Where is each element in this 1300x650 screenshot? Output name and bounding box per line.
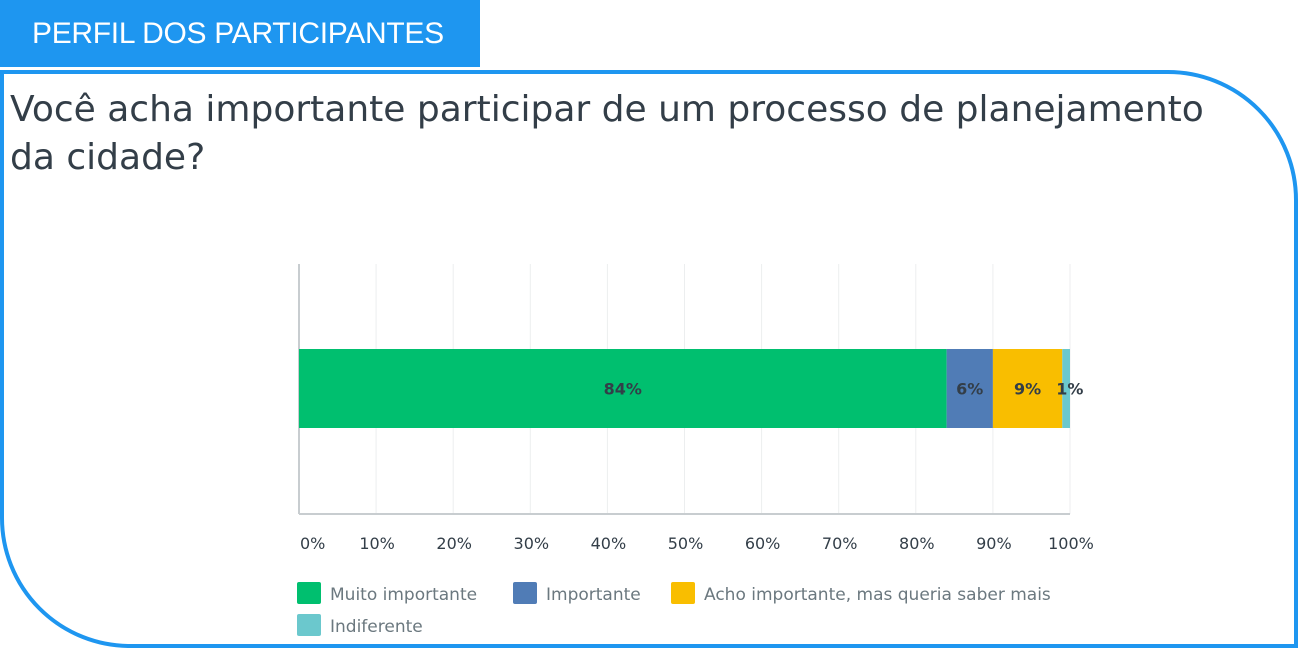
bar-value-labels: 84% 6% 9% 1% xyxy=(604,380,1084,399)
bar-value-label-1: 6% xyxy=(956,380,983,399)
legend-swatch-2 xyxy=(671,582,695,604)
content-frame xyxy=(0,70,1298,648)
legend-swatch-0 xyxy=(297,582,321,604)
x-tick-label-80: 80% xyxy=(899,534,935,553)
section-header-label: PERFIL DOS PARTICIPANTES xyxy=(32,16,444,50)
x-tick-label-50: 50% xyxy=(668,534,704,553)
legend-swatch-3 xyxy=(297,614,321,636)
x-tick-label-100: 100% xyxy=(1048,534,1094,553)
legend-label-1: Importante xyxy=(546,585,641,605)
x-tick-label-70: 70% xyxy=(822,534,858,553)
x-tick-label-40: 40% xyxy=(591,534,627,553)
legend-label-0: Muito importante xyxy=(330,585,477,605)
x-tick-label-30: 30% xyxy=(514,534,550,553)
legend-swatch-1 xyxy=(513,582,537,604)
x-tick-label-0: 0% xyxy=(300,534,325,553)
section-header-tab: PERFIL DOS PARTICIPANTES xyxy=(0,0,480,67)
bar-segment-3 xyxy=(1062,349,1070,428)
x-axis-tick-labels: 0% 10% 20% 30% 40% 50% 60% 70% 80% 90% 100% xyxy=(300,534,1094,553)
bar-value-label-2: 9% xyxy=(1014,380,1041,399)
legend-label-2: Acho importante, mas queria saber mais xyxy=(704,585,1051,605)
bar-segment-0 xyxy=(299,349,947,428)
bar-segment-1 xyxy=(946,349,993,428)
bar-value-label-3: 1% xyxy=(1056,380,1083,399)
x-tick-label-20: 20% xyxy=(436,534,472,553)
bar-segments xyxy=(299,349,1070,428)
chart-title: Você acha importante participar de um pr… xyxy=(10,89,1204,178)
legend-label-3: Indiferente xyxy=(330,617,423,637)
bar-segment-2 xyxy=(992,349,1063,428)
x-tick-label-60: 60% xyxy=(745,534,781,553)
x-tick-label-90: 90% xyxy=(976,534,1012,553)
bar-value-label-0: 84% xyxy=(604,380,642,399)
legend: Muito importante Importante Acho important… xyxy=(297,582,1051,637)
x-tick-label-10: 10% xyxy=(359,534,395,553)
